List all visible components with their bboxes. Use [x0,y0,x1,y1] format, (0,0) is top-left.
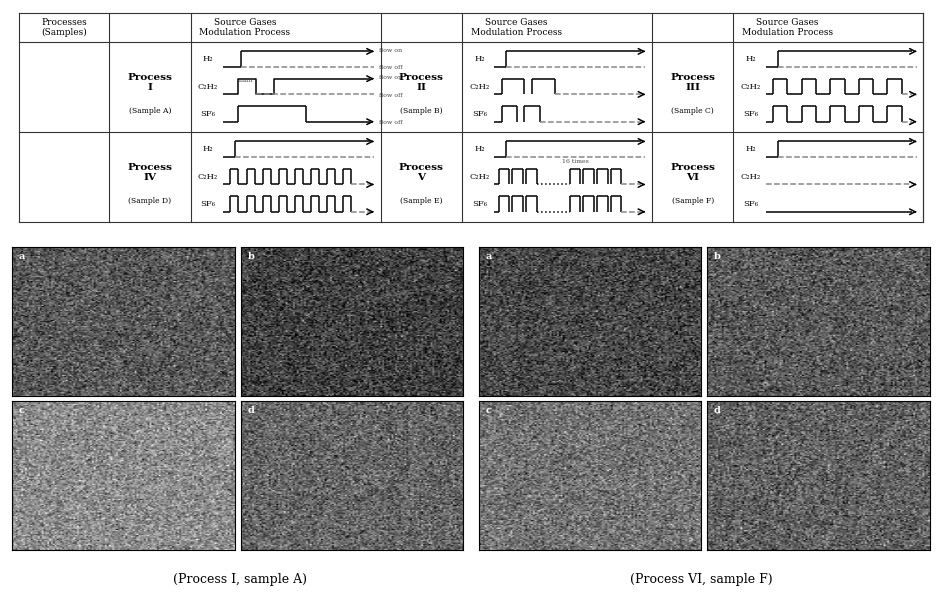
Text: SF₆: SF₆ [472,200,487,208]
Text: c: c [19,405,24,414]
Text: flow on: flow on [379,76,402,80]
Text: Process
I: Process I [127,73,172,92]
Text: (Process VI, sample F): (Process VI, sample F) [630,573,773,586]
Text: c: c [485,405,491,414]
Text: Process
IV: Process IV [127,163,172,182]
Text: a: a [485,251,492,260]
Text: (Process I, sample A): (Process I, sample A) [173,573,307,586]
Text: Process
III: Process III [670,73,715,92]
Text: SF₆: SF₆ [743,110,758,118]
Text: C₂H₂: C₂H₂ [740,173,761,181]
Text: 1min: 1min [237,79,253,83]
Text: Source Gases
Modulation Process: Source Gases Modulation Process [200,18,290,37]
Text: SF₆: SF₆ [201,110,216,118]
Text: Process
VI: Process VI [670,163,715,182]
Text: Process
V: Process V [398,163,444,182]
Text: H₂: H₂ [745,146,756,153]
Text: (Sample D): (Sample D) [128,198,171,205]
Text: (Sample A): (Sample A) [128,108,171,115]
Text: (Sample B): (Sample B) [400,108,443,115]
Text: Source Gases
Modulation Process: Source Gases Modulation Process [471,18,561,37]
Text: C₂H₂: C₂H₂ [469,173,490,181]
Text: 16 times: 16 times [562,158,589,164]
Text: H₂: H₂ [203,55,214,63]
Text: flow off: flow off [379,65,402,71]
Text: C₂H₂: C₂H₂ [469,83,490,91]
Text: C₂H₂: C₂H₂ [740,83,761,91]
Text: d: d [248,405,254,414]
Text: flow on: flow on [379,48,402,53]
Text: a: a [19,251,25,260]
Text: H₂: H₂ [474,55,485,63]
Text: flow off: flow off [379,93,402,98]
Text: Source Gases
Modulation Process: Source Gases Modulation Process [742,18,834,37]
Text: SF₆: SF₆ [201,200,216,208]
Text: H₂: H₂ [203,146,214,153]
Text: SF₆: SF₆ [472,110,487,118]
Text: d: d [714,405,721,414]
Text: H₂: H₂ [745,55,756,63]
Text: (Sample E): (Sample E) [400,198,443,205]
Text: C₂H₂: C₂H₂ [198,173,219,181]
Text: flow off: flow off [379,120,402,125]
Text: H₂: H₂ [474,146,485,153]
Text: (Sample C): (Sample C) [672,108,714,115]
Text: C₂H₂: C₂H₂ [198,83,219,91]
Text: b: b [714,251,721,260]
Text: (Sample F): (Sample F) [672,198,714,205]
Text: Processes
(Samples): Processes (Samples) [41,18,87,37]
Text: SF₆: SF₆ [743,200,758,208]
Text: b: b [248,251,254,260]
Text: Process
II: Process II [398,73,444,92]
